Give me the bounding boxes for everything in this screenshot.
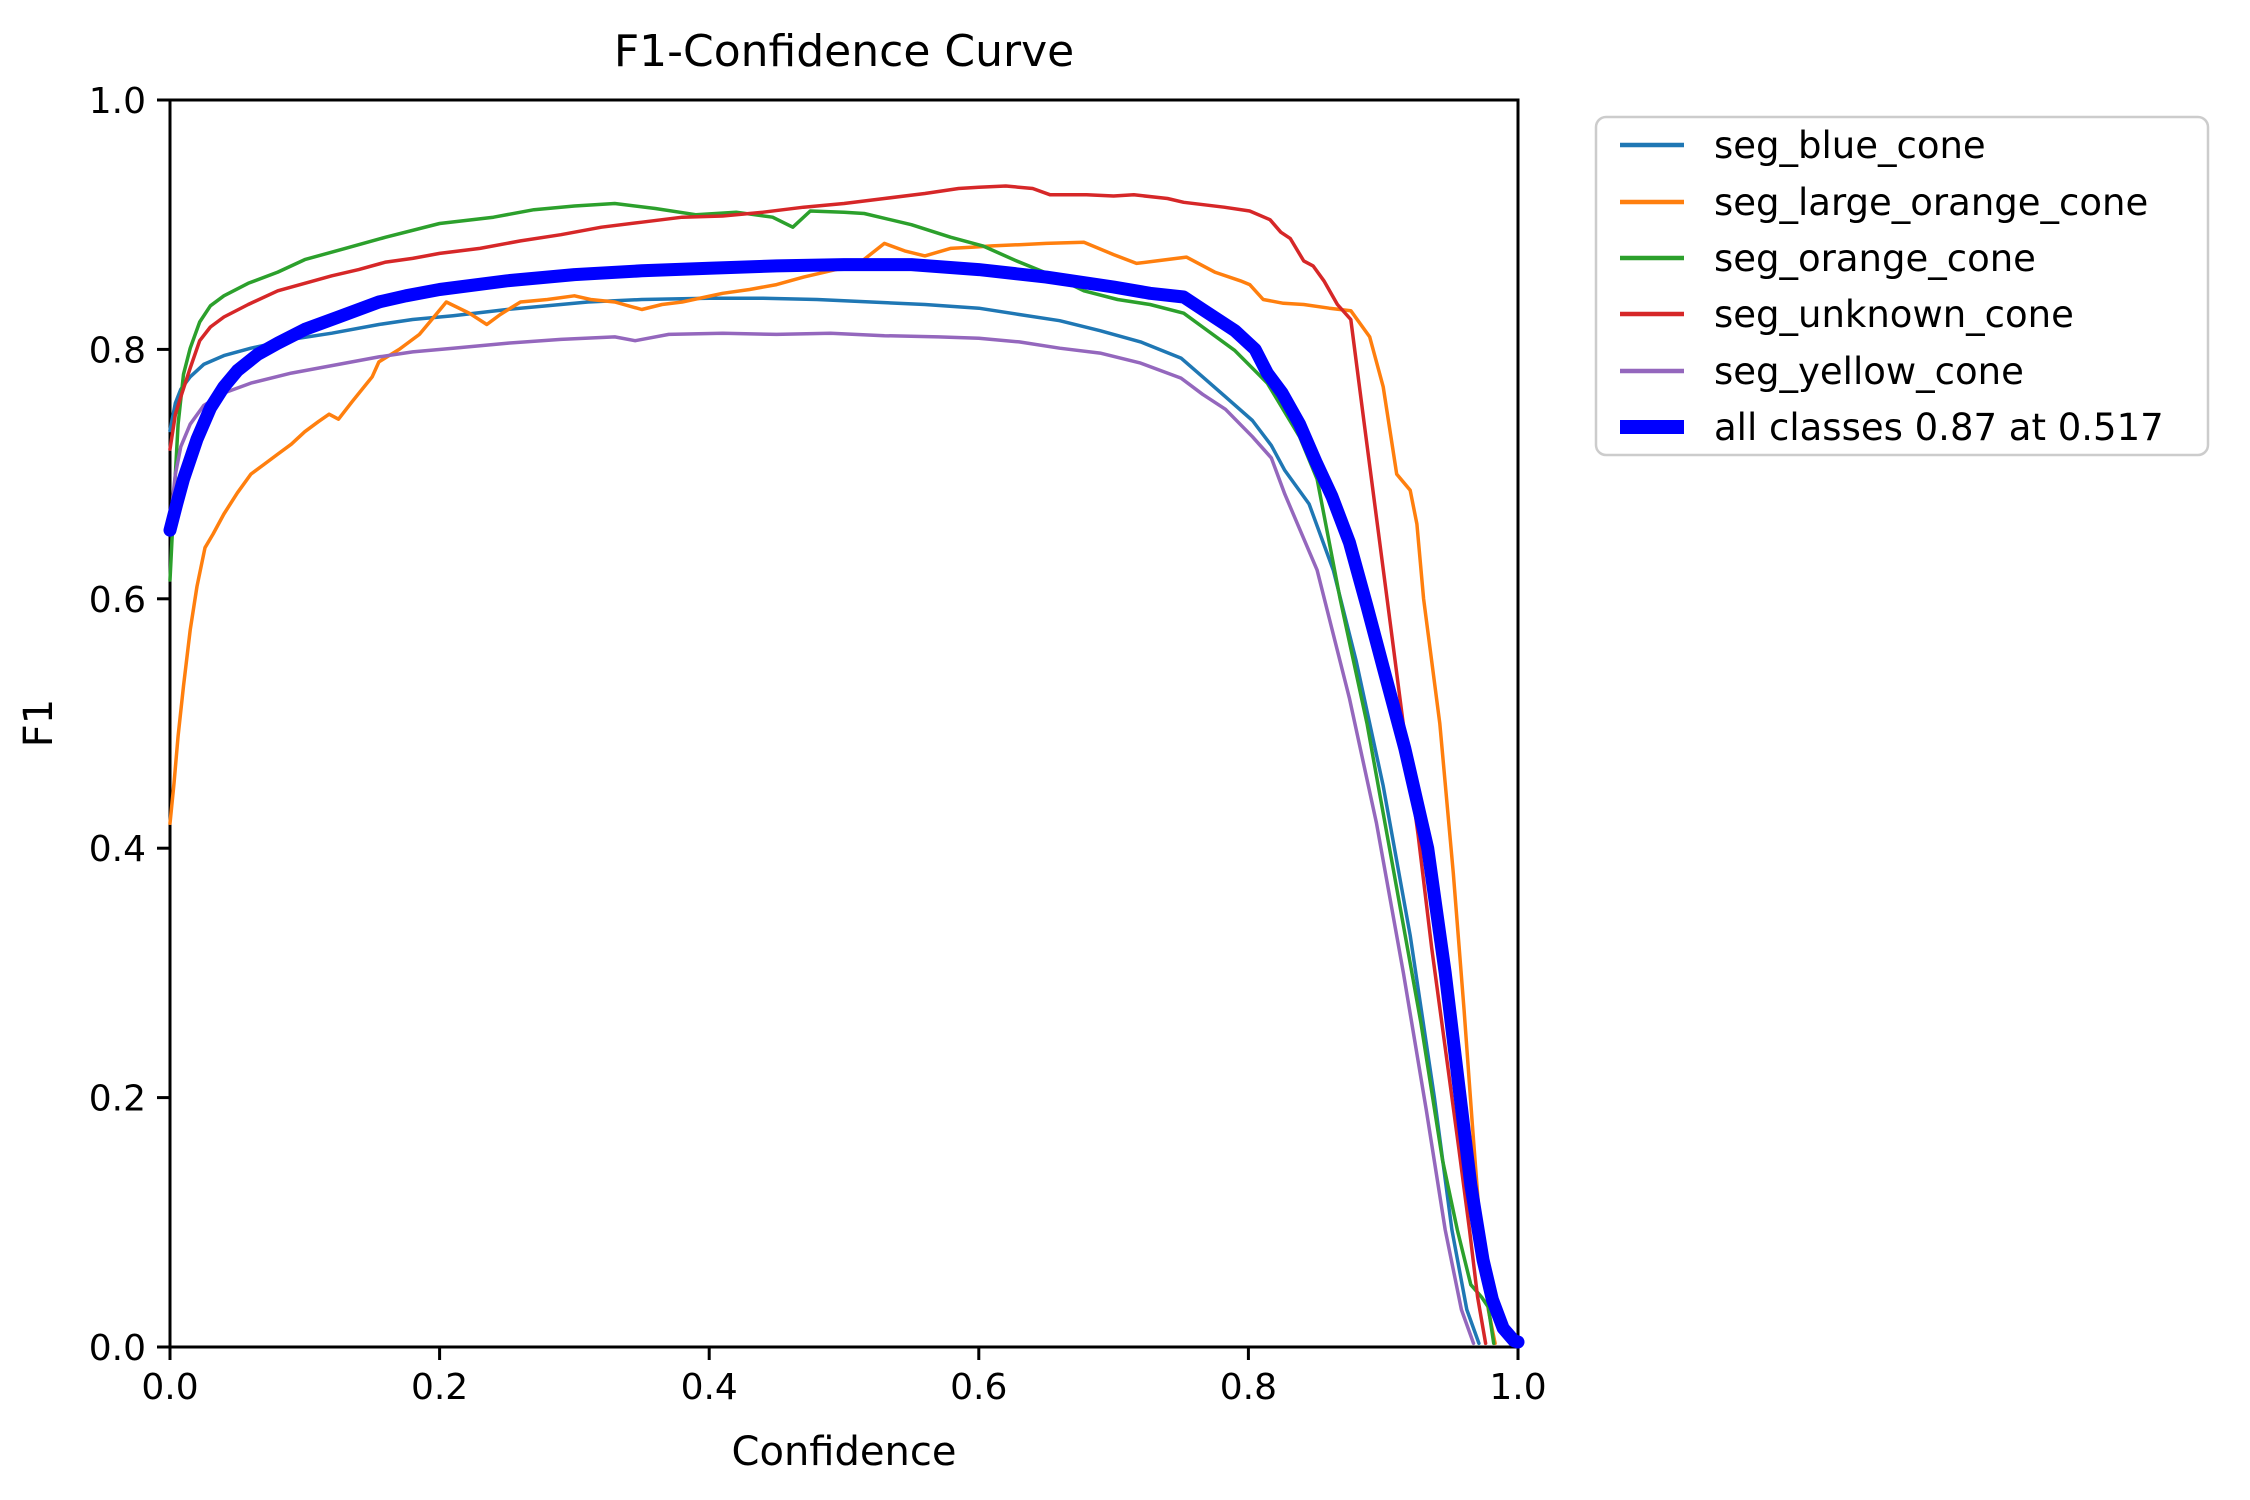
chart-title: F1-Confidence Curve [614,26,1074,77]
legend-box [1594,115,2210,457]
legend-label-seg-large-orange-cone: seg_large_orange_cone [1714,181,2148,224]
x-tick-label-1.0: 1.0 [1489,1367,1546,1408]
y-tick-label-0.0: 0.0 [89,1328,146,1369]
x-tick-label-0.6: 0.6 [950,1367,1007,1408]
x-tick-label-0.8: 0.8 [1220,1367,1277,1408]
series-line-all-classes-0-87-at-0-517 [163,258,1525,1349]
axis-ticks: 0.0 0.2 0.4 0.6 0.8 1.0 0.0 0.2 0.4 0.6 0.8 1.0 [89,81,1547,1408]
y-tick-label-0.6: 0.6 [89,580,146,621]
x-tick-label-0.4: 0.4 [681,1367,738,1408]
x-axis-label: Confidence [732,1429,957,1475]
legend-label-all-classes: all classes 0.87 at 0.517 [1714,406,2164,449]
series-line-seg-yellow-cone [168,331,1476,1346]
x-tick-label-0.0: 0.0 [141,1367,198,1408]
y-axis-label: F1 [16,699,62,747]
legend-label-seg-orange-cone: seg_orange_cone [1714,237,2036,280]
legend-label-seg-blue-cone: seg_blue_cone [1714,124,1986,167]
series-line-seg-large-orange-cone [168,240,1497,1346]
y-tick-label-1.0: 1.0 [89,81,146,122]
series-line-seg-unknown-cone [168,184,1488,1346]
legend-label-seg-unknown-cone: seg_unknown_cone [1714,293,2074,336]
y-tick-label-0.2: 0.2 [89,1079,146,1120]
series-lines [163,184,1525,1349]
series-line-seg-orange-cone [168,201,1496,1346]
legend-label-seg-yellow-cone: seg_yellow_cone [1714,350,2024,393]
y-tick-label-0.4: 0.4 [89,829,146,870]
legend: seg_blue_cone seg_large_orange_cone seg_… [1594,115,2210,457]
x-tick-label-0.2: 0.2 [411,1367,468,1408]
plot-border [168,98,1520,1349]
series-line-seg-blue-cone [168,296,1481,1346]
y-tick-label-0.8: 0.8 [89,330,146,371]
